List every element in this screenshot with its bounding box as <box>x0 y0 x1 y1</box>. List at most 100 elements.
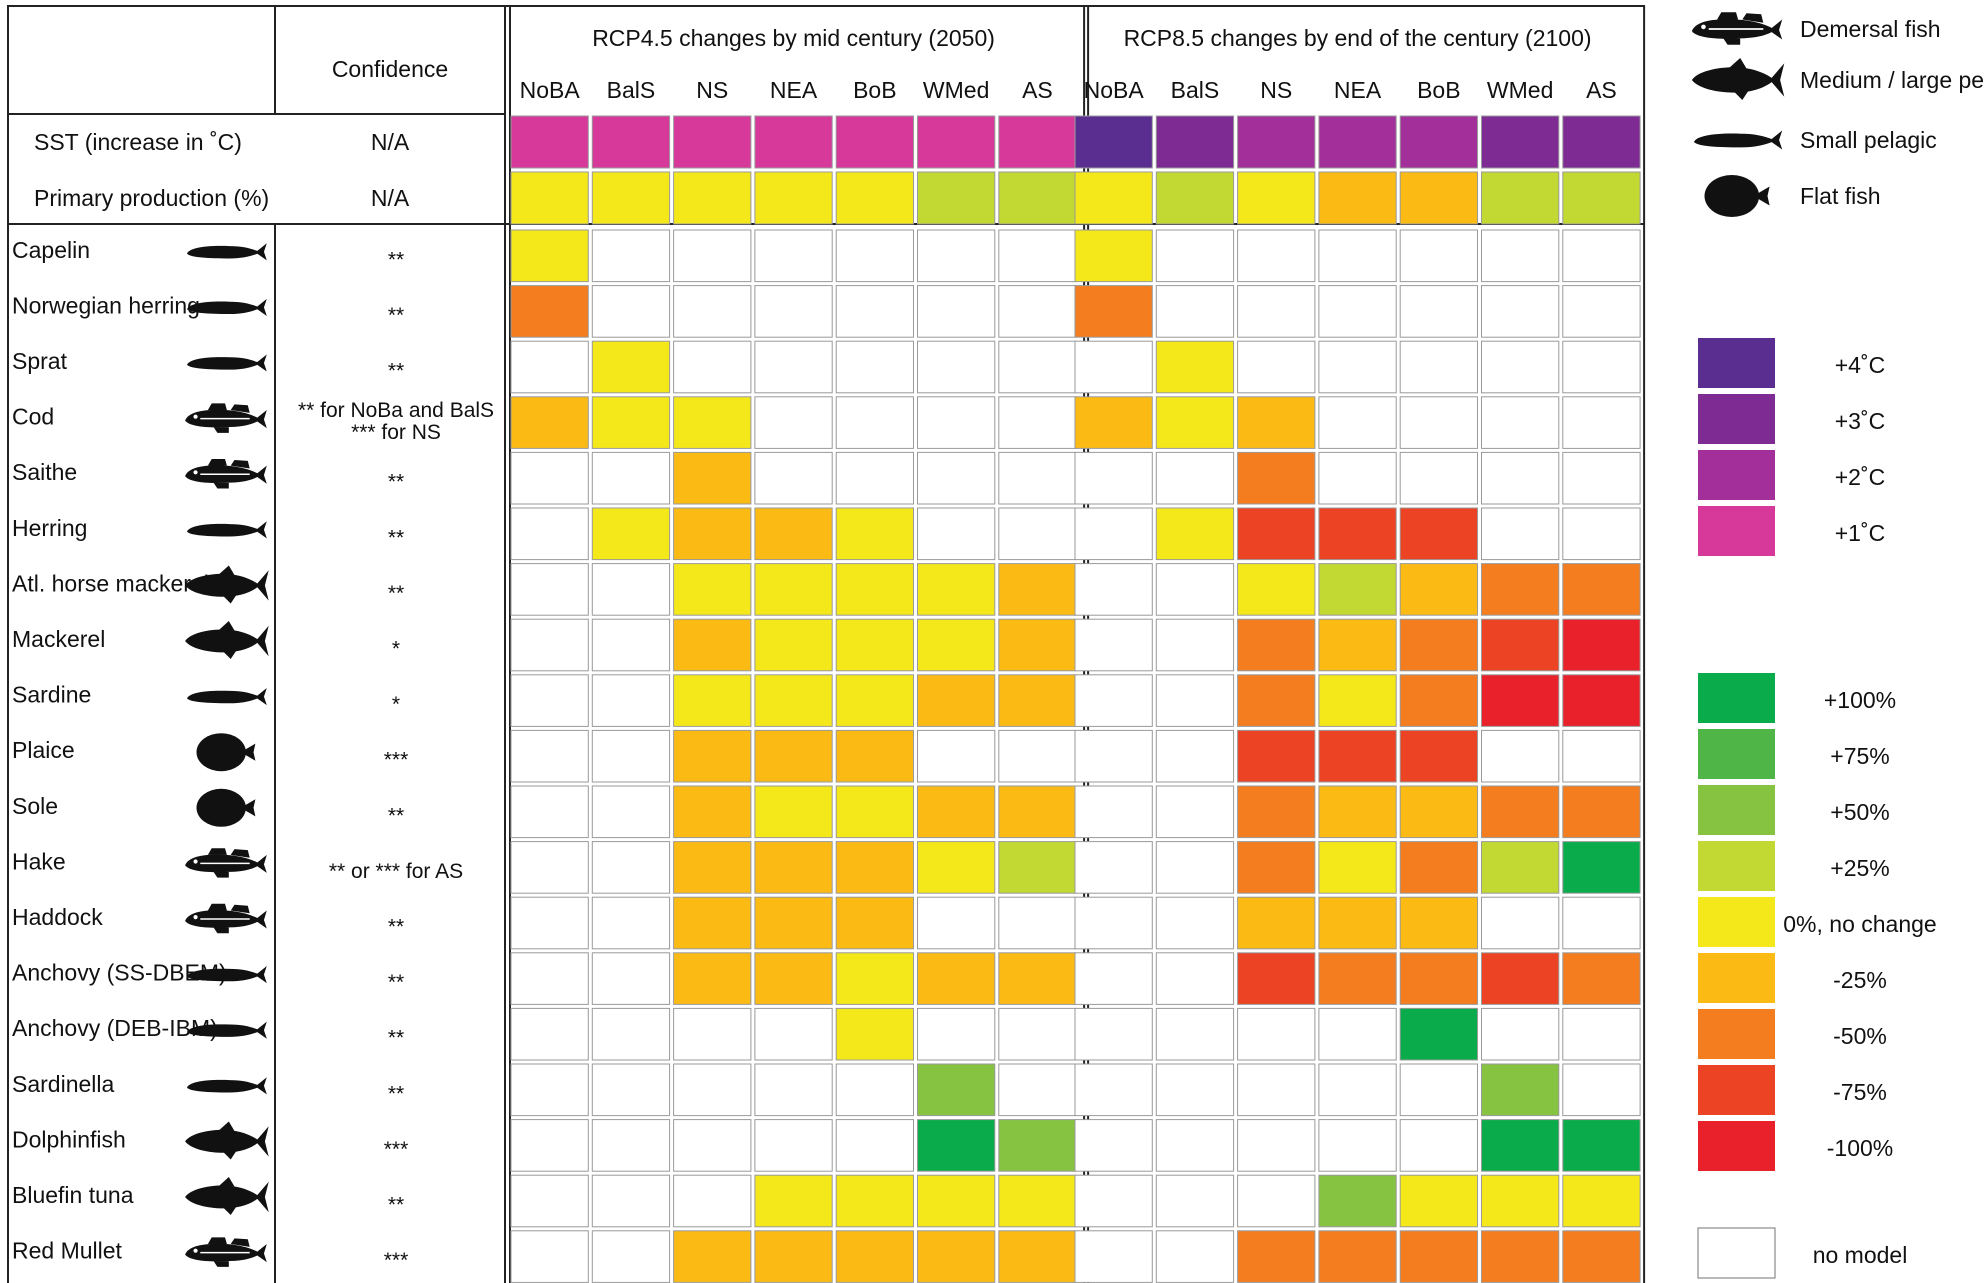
legend-swatch-change--75 <box>1698 1065 1775 1115</box>
cell-herring-rcp85-as <box>1562 507 1641 561</box>
large-pelagic-fish-icon <box>185 1121 269 1160</box>
large-pelagic-fish-icon <box>185 1177 269 1216</box>
species-label: Sardine <box>12 682 91 708</box>
cell-mackerel-rcp85-noba <box>1074 618 1153 672</box>
cell-driver-0-rcp85-ns <box>1237 115 1316 169</box>
confidence-value: ** <box>388 304 404 327</box>
cell-hake-rcp45-bob <box>835 841 915 894</box>
cell-driver-0-rcp85-as <box>1562 115 1641 169</box>
column-header-rcp45-wmed: WMed <box>923 77 989 103</box>
cell-mackerel-rcp45-bob <box>835 618 915 672</box>
cell-cod-rcp85-wmed <box>1481 396 1560 449</box>
legend-swatch-no-model <box>1697 1227 1776 1279</box>
cell-anchovy-ss-dbem--rcp45-bals <box>591 952 671 1005</box>
species-label: Saithe <box>12 459 77 485</box>
cell-plaice-rcp85-wmed <box>1481 729 1560 783</box>
cell-red-mullet-rcp85-ns <box>1237 1230 1316 1283</box>
cell-sole-rcp45-bals <box>591 785 671 839</box>
heatmap-cells <box>510 115 1641 1283</box>
cell-norwegian-herring-rcp85-ns <box>1237 285 1316 338</box>
cell-driver-1-rcp45-as <box>998 171 1077 225</box>
cell-driver-0-rcp45-wmed <box>917 115 996 169</box>
cell-haddock-rcp45-wmed <box>917 896 996 950</box>
cell-sardinella-rcp45-nea <box>754 1063 833 1117</box>
species-label: Norwegian herring <box>12 292 200 318</box>
cell-norwegian-herring-rcp85-wmed <box>1481 285 1560 338</box>
cell-haddock-rcp45-nea <box>754 896 833 950</box>
cell-cod-rcp85-bob <box>1399 396 1478 449</box>
cell-sole-rcp85-as <box>1562 785 1641 839</box>
cell-sardinella-rcp85-bob <box>1399 1063 1478 1117</box>
large-pelagic-fish-icon <box>185 565 269 604</box>
cell-plaice-rcp85-bals <box>1155 729 1235 783</box>
legend-swatch-change-+75 <box>1698 729 1775 779</box>
cell-haddock-rcp45-bob <box>835 896 915 950</box>
cell-red-mullet-rcp45-nea <box>754 1230 833 1283</box>
cell-driver-1-rcp45-bob <box>835 171 915 225</box>
column-header-rcp45-as: AS <box>1022 77 1053 103</box>
cell-hake-rcp85-noba <box>1074 841 1153 894</box>
cell-bluefin-tuna-rcp45-as <box>998 1174 1077 1228</box>
cell-driver-0-rcp85-bob <box>1399 115 1478 169</box>
cell-anchovy-ss-dbem--rcp45-bob <box>835 952 915 1005</box>
legend-sst-label: +4˚C <box>1835 352 1886 378</box>
cell-mackerel-rcp45-as <box>998 618 1077 672</box>
cell-sardine-rcp45-as <box>998 674 1077 727</box>
cell-herring-rcp45-wmed <box>917 507 996 561</box>
cell-atl-horse-mackerel-rcp45-bals <box>591 563 671 616</box>
legend-sst-label: +1˚C <box>1835 520 1886 546</box>
legend-change-label: -75% <box>1833 1079 1887 1105</box>
cell-haddock-rcp45-bals <box>591 896 671 950</box>
cell-hake-rcp85-nea <box>1318 841 1397 894</box>
confidence-value: ** <box>388 248 404 271</box>
cell-herring-rcp45-nea <box>754 507 833 561</box>
cell-saithe-rcp45-bals <box>591 451 671 505</box>
cell-sprat-rcp45-wmed <box>917 340 996 394</box>
species-label: Plaice <box>12 737 75 763</box>
demersal-fish-icon <box>185 403 267 433</box>
cell-norwegian-herring-rcp85-bals <box>1155 285 1235 338</box>
legend-swatch-change--25 <box>1698 953 1775 1003</box>
cell-anchovy-ss-dbem--rcp85-wmed <box>1481 952 1560 1005</box>
cell-red-mullet-rcp45-bals <box>591 1230 671 1283</box>
small-pelagic-fish-icon <box>187 966 267 984</box>
cell-anchovy-ss-dbem--rcp45-wmed <box>917 952 996 1005</box>
cell-mackerel-rcp45-nea <box>754 618 833 672</box>
cell-sole-rcp45-bob <box>835 785 915 839</box>
species-label: Sole <box>12 793 58 819</box>
cell-sprat-rcp85-nea <box>1318 340 1397 394</box>
cell-herring-rcp85-nea <box>1318 507 1397 561</box>
cell-plaice-rcp85-ns <box>1237 729 1316 783</box>
species-label: Mackerel <box>12 626 105 652</box>
cell-saithe-rcp85-noba <box>1074 451 1153 505</box>
cell-driver-1-rcp45-noba <box>510 171 589 225</box>
cell-red-mullet-rcp45-bob <box>835 1230 915 1283</box>
cell-sprat-rcp85-wmed <box>1481 340 1560 394</box>
species-label: Cod <box>12 404 54 430</box>
species-label: Hake <box>12 848 66 874</box>
cell-mackerel-rcp85-ns <box>1237 618 1316 672</box>
legend-swatch-change-+25 <box>1698 841 1775 891</box>
cell-capelin-rcp85-noba <box>1074 229 1153 283</box>
cell-driver-0-rcp45-nea <box>754 115 833 169</box>
cell-anchovy-ss-dbem--rcp45-as <box>998 952 1077 1005</box>
species-label: Sardinella <box>12 1071 114 1097</box>
cell-sprat-rcp45-bals <box>591 340 671 394</box>
cell-atl-horse-mackerel-rcp85-bob <box>1399 563 1478 616</box>
legend-swatch-change-+100 <box>1698 673 1775 723</box>
cell-driver-1-rcp85-wmed <box>1481 171 1560 225</box>
cell-bluefin-tuna-rcp85-nea <box>1318 1174 1397 1228</box>
cell-saithe-rcp45-nea <box>754 451 833 505</box>
cell-sprat-rcp45-bob <box>835 340 915 394</box>
cell-herring-rcp85-bob <box>1399 507 1478 561</box>
cell-sprat-rcp85-bals <box>1155 340 1235 394</box>
column-header-rcp45-bals: BalS <box>607 77 656 103</box>
cell-sole-rcp45-nea <box>754 785 833 839</box>
cell-plaice-rcp45-ns <box>673 729 752 783</box>
column-header-rcp85-ns: NS <box>1260 77 1292 103</box>
cell-haddock-rcp45-ns <box>673 896 752 950</box>
cell-atl-horse-mackerel-rcp45-ns <box>673 563 752 616</box>
cell-driver-1-rcp45-ns <box>673 171 752 225</box>
cell-anchovy-ss-dbem--rcp85-noba <box>1074 952 1153 1005</box>
legend-swatch-change--100 <box>1698 1121 1775 1171</box>
